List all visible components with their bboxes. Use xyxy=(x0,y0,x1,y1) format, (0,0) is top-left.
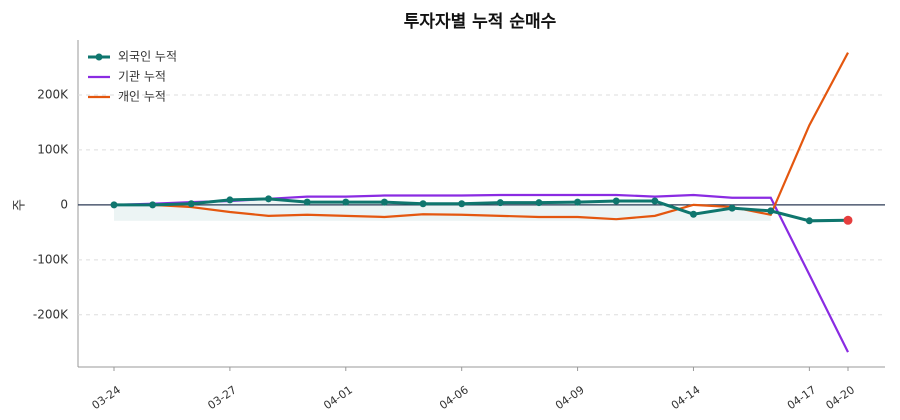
chart-title: 투자자별 누적 순매수 xyxy=(404,12,557,32)
point xyxy=(535,199,543,207)
x-tick-label: 03-24 xyxy=(89,383,123,412)
y-tick-label: 100K xyxy=(37,142,69,156)
x-tick-label: 03-27 xyxy=(205,383,239,412)
point xyxy=(458,200,466,208)
point xyxy=(380,198,388,206)
point xyxy=(265,195,273,203)
point xyxy=(496,199,504,207)
point xyxy=(728,204,736,212)
y-tick-label: 0 xyxy=(60,197,68,211)
point xyxy=(303,198,311,206)
x-tick-label: 04-14 xyxy=(669,383,703,412)
x-tick-label: 04-20 xyxy=(823,383,857,412)
point xyxy=(226,196,234,204)
x-tick-label: 04-01 xyxy=(321,383,355,412)
point xyxy=(689,210,697,218)
point xyxy=(612,197,620,205)
legend-label: 개인 누적 xyxy=(118,90,166,104)
point xyxy=(767,207,775,215)
point xyxy=(342,198,350,206)
point xyxy=(149,201,157,209)
legend-label: 외국인 누적 xyxy=(118,50,177,64)
legend-label: 기관 누적 xyxy=(118,70,166,84)
y-tick-label: -100K xyxy=(33,252,69,266)
point xyxy=(419,200,427,208)
y-axis-label: 주 xyxy=(13,199,28,211)
point xyxy=(187,200,195,208)
series-line xyxy=(114,52,849,221)
legend-marker xyxy=(95,53,103,61)
y-tick-label: 200K xyxy=(37,87,69,101)
x-tick-label: 04-09 xyxy=(553,383,587,412)
x-tick-label: 04-17 xyxy=(785,383,819,412)
point xyxy=(651,197,659,205)
x-tick-label: 04-06 xyxy=(437,383,471,412)
point xyxy=(574,198,582,206)
series-line xyxy=(114,197,849,223)
point xyxy=(843,215,853,225)
point xyxy=(805,217,813,225)
point xyxy=(110,201,118,209)
y-tick-label: -200K xyxy=(33,307,69,321)
